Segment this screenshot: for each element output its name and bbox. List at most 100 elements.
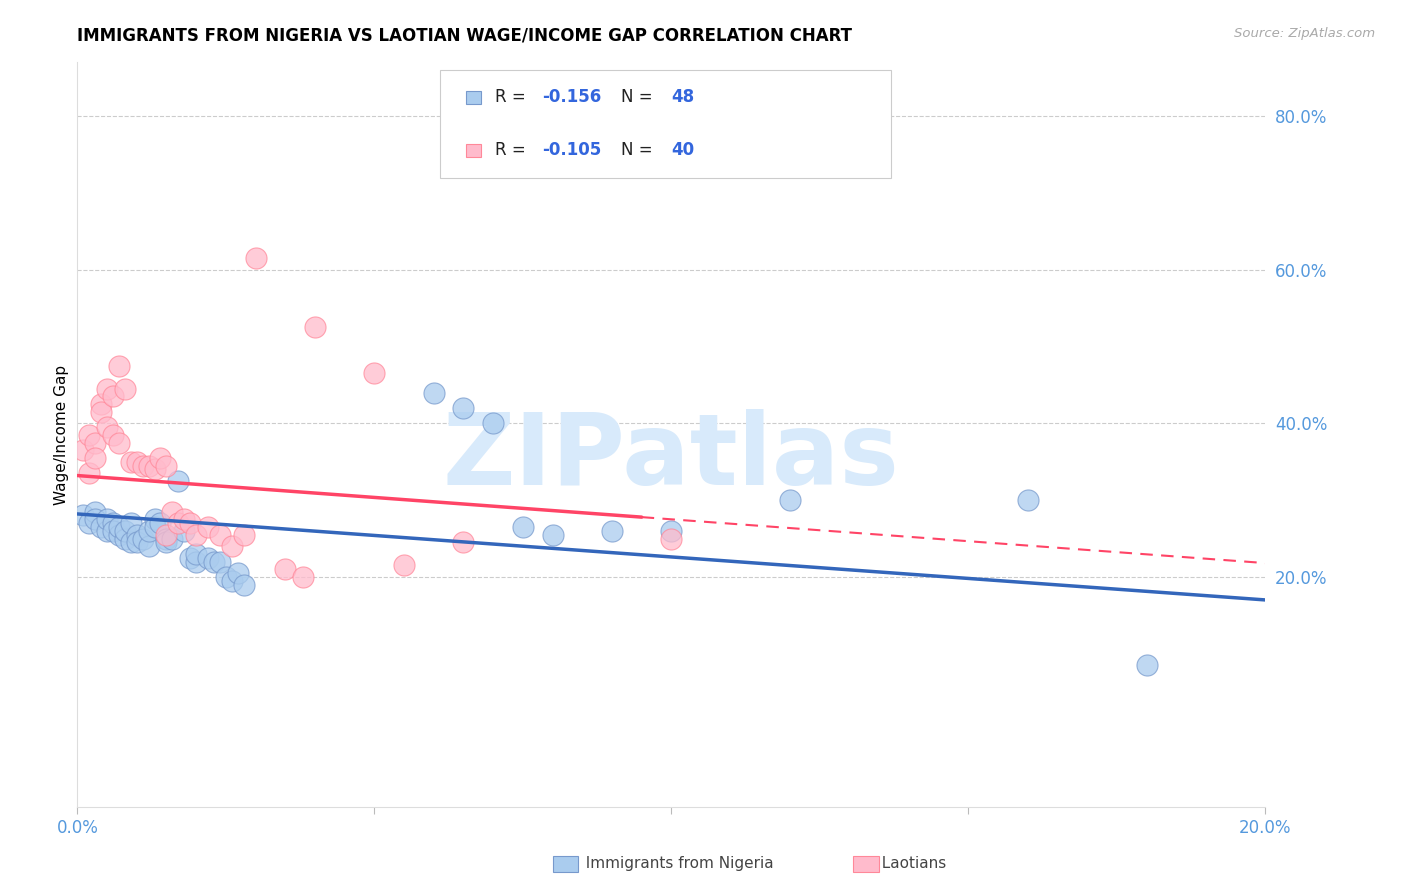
Point — [661, 524, 683, 538]
Point — [162, 505, 184, 519]
Point — [1136, 658, 1159, 673]
Point — [1017, 493, 1039, 508]
Point — [221, 539, 243, 553]
Point — [226, 566, 249, 580]
Point — [167, 516, 190, 530]
Text: IMMIGRANTS FROM NIGERIA VS LAOTIAN WAGE/INCOME GAP CORRELATION CHART: IMMIGRANTS FROM NIGERIA VS LAOTIAN WAGE/… — [77, 27, 852, 45]
Point — [155, 458, 177, 473]
Point — [72, 443, 94, 458]
Point — [453, 401, 475, 415]
Point — [274, 562, 297, 576]
Point — [108, 520, 131, 534]
Point — [108, 527, 131, 541]
Point — [149, 450, 172, 465]
Point — [138, 539, 160, 553]
Point — [167, 474, 190, 488]
Point — [108, 359, 131, 373]
Point — [232, 527, 254, 541]
Point — [125, 527, 148, 541]
Point — [453, 159, 475, 173]
Point — [143, 462, 166, 476]
Point — [77, 427, 100, 442]
Point — [197, 550, 219, 565]
Point — [84, 450, 107, 465]
Point — [90, 520, 112, 534]
Bar — [465, 91, 481, 104]
Point — [138, 458, 160, 473]
Point — [304, 320, 326, 334]
Point — [661, 532, 683, 546]
Point — [77, 516, 100, 530]
Point — [96, 382, 118, 396]
Point — [155, 535, 177, 549]
Point — [114, 382, 136, 396]
Point — [90, 397, 112, 411]
Point — [512, 520, 534, 534]
Point — [186, 555, 208, 569]
Point — [186, 527, 208, 541]
Point — [101, 427, 124, 442]
Point — [155, 527, 177, 541]
Text: Source: ZipAtlas.com: Source: ZipAtlas.com — [1234, 27, 1375, 40]
Point — [96, 524, 118, 538]
Point — [208, 555, 231, 569]
Text: R =: R = — [495, 141, 531, 159]
Bar — [853, 856, 879, 872]
Text: 48: 48 — [671, 87, 695, 106]
Point — [114, 532, 136, 546]
Text: -0.156: -0.156 — [543, 87, 602, 106]
Point — [173, 512, 195, 526]
Point — [138, 524, 160, 538]
Point — [101, 389, 124, 403]
Text: N =: N = — [621, 141, 658, 159]
Text: 40: 40 — [671, 141, 695, 159]
Point — [221, 574, 243, 588]
Point — [131, 458, 153, 473]
Point — [482, 417, 505, 431]
Point — [143, 520, 166, 534]
Point — [155, 532, 177, 546]
Point — [179, 550, 201, 565]
Point — [179, 516, 201, 530]
Text: N =: N = — [621, 87, 658, 106]
Point — [149, 516, 172, 530]
Point — [108, 435, 131, 450]
Bar — [553, 856, 578, 872]
Point — [84, 512, 107, 526]
Point — [84, 435, 107, 450]
Point — [232, 577, 254, 591]
Point — [101, 516, 124, 530]
Point — [96, 512, 118, 526]
Point — [245, 252, 267, 266]
Bar — [465, 144, 481, 157]
Text: -0.105: -0.105 — [543, 141, 602, 159]
Point — [120, 455, 142, 469]
Point — [120, 535, 142, 549]
Point — [453, 535, 475, 549]
Point — [114, 524, 136, 538]
Point — [363, 367, 385, 381]
Point — [72, 508, 94, 523]
Y-axis label: Wage/Income Gap: Wage/Income Gap — [53, 365, 69, 505]
Point — [120, 516, 142, 530]
Point — [90, 405, 112, 419]
Point — [143, 512, 166, 526]
Point — [162, 532, 184, 546]
Point — [197, 520, 219, 534]
Point — [173, 524, 195, 538]
Point — [131, 532, 153, 546]
Point — [125, 455, 148, 469]
Point — [292, 570, 315, 584]
Text: Laotians: Laotians — [872, 856, 946, 871]
Point — [600, 524, 623, 538]
Point — [101, 524, 124, 538]
Point — [125, 535, 148, 549]
Point — [392, 558, 415, 573]
Text: R =: R = — [495, 87, 531, 106]
Point — [84, 505, 107, 519]
FancyBboxPatch shape — [440, 70, 891, 178]
Point — [215, 570, 238, 584]
Point — [202, 555, 225, 569]
Point — [208, 527, 231, 541]
Point — [77, 467, 100, 481]
